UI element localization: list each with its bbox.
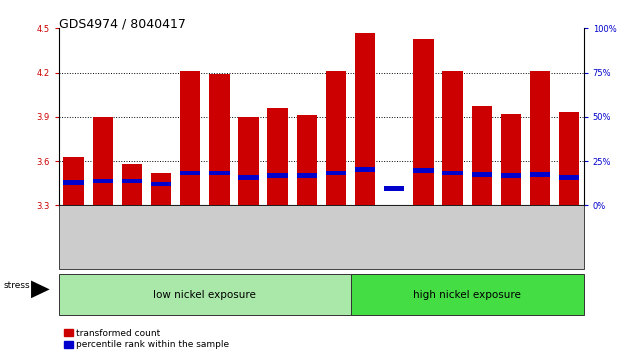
- Bar: [413, 39, 433, 205]
- Bar: [180, 171, 201, 175]
- Bar: [268, 108, 288, 205]
- Bar: [413, 168, 433, 173]
- Bar: [530, 172, 550, 177]
- Bar: [471, 172, 492, 177]
- Bar: [501, 173, 521, 178]
- Bar: [384, 186, 404, 191]
- Bar: [268, 173, 288, 178]
- Text: stress: stress: [3, 281, 30, 290]
- Bar: [442, 171, 463, 175]
- Bar: [180, 71, 201, 205]
- Bar: [151, 173, 171, 205]
- Bar: [559, 175, 579, 179]
- Bar: [297, 173, 317, 178]
- Legend: transformed count, percentile rank within the sample: transformed count, percentile rank withi…: [63, 329, 229, 349]
- Bar: [122, 179, 142, 183]
- Bar: [559, 113, 579, 205]
- Bar: [122, 164, 142, 205]
- Bar: [238, 175, 259, 179]
- Bar: [151, 182, 171, 186]
- Bar: [442, 71, 463, 205]
- Bar: [326, 171, 346, 175]
- Bar: [355, 33, 375, 205]
- Bar: [501, 114, 521, 205]
- Bar: [93, 179, 113, 183]
- Text: low nickel exposure: low nickel exposure: [153, 290, 256, 300]
- Bar: [355, 167, 375, 172]
- Bar: [209, 74, 230, 205]
- Bar: [326, 71, 346, 205]
- Text: GDS4974 / 8040417: GDS4974 / 8040417: [59, 18, 186, 31]
- Bar: [209, 171, 230, 175]
- Bar: [238, 117, 259, 205]
- Bar: [471, 107, 492, 205]
- Bar: [93, 117, 113, 205]
- Bar: [297, 115, 317, 205]
- Bar: [63, 180, 84, 185]
- Bar: [63, 156, 84, 205]
- Text: high nickel exposure: high nickel exposure: [413, 290, 521, 300]
- Bar: [530, 71, 550, 205]
